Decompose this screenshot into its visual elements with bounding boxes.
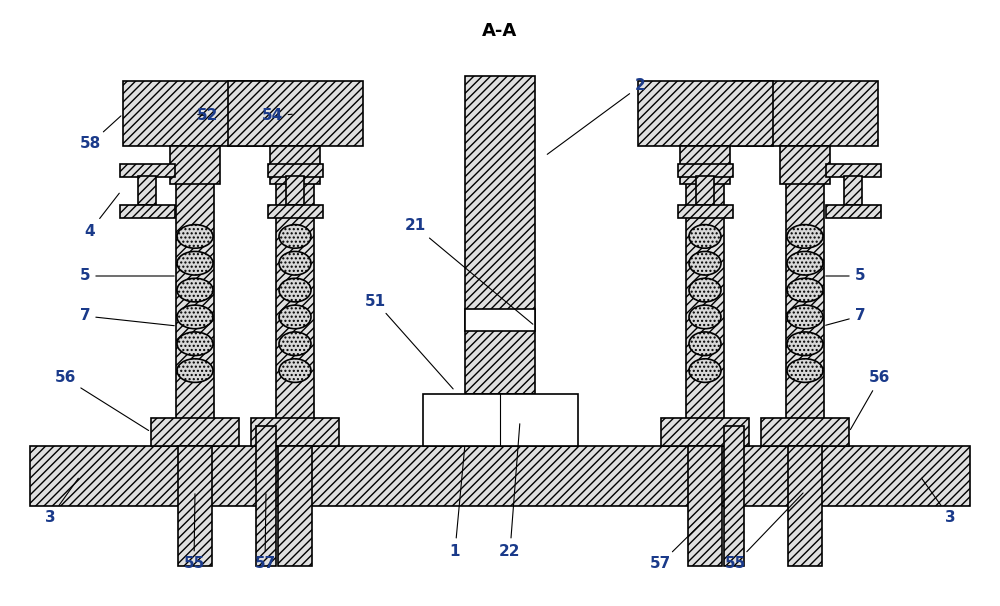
- Ellipse shape: [279, 251, 311, 275]
- Text: 5: 5: [826, 268, 865, 284]
- Bar: [251, 418, 339, 446]
- Ellipse shape: [177, 359, 213, 382]
- Bar: [786, 146, 824, 446]
- Text: 21: 21: [404, 219, 533, 324]
- Text: 51: 51: [364, 293, 453, 389]
- Text: A-A: A-A: [482, 22, 518, 40]
- Bar: [678, 164, 733, 177]
- Bar: [733, 81, 878, 146]
- Text: 3: 3: [922, 478, 955, 525]
- Ellipse shape: [689, 278, 721, 302]
- Ellipse shape: [177, 332, 213, 356]
- Text: 1: 1: [450, 447, 465, 559]
- Text: 7: 7: [80, 308, 174, 325]
- Bar: [178, 446, 212, 566]
- Bar: [286, 176, 304, 205]
- Bar: [268, 205, 323, 218]
- Ellipse shape: [279, 359, 311, 382]
- Bar: [276, 146, 314, 446]
- Ellipse shape: [177, 225, 213, 248]
- Text: 3: 3: [45, 478, 78, 525]
- Bar: [661, 418, 749, 446]
- Text: 4: 4: [85, 193, 119, 239]
- Bar: [228, 81, 363, 146]
- Bar: [123, 81, 268, 146]
- Text: 7: 7: [826, 308, 865, 325]
- Bar: [465, 309, 535, 331]
- Bar: [826, 205, 881, 218]
- Ellipse shape: [689, 225, 721, 248]
- Text: 58: 58: [79, 116, 121, 152]
- Bar: [170, 146, 220, 184]
- Text: 2: 2: [547, 79, 645, 155]
- Ellipse shape: [177, 305, 213, 328]
- Bar: [678, 205, 733, 218]
- Ellipse shape: [177, 278, 213, 302]
- Bar: [30, 446, 970, 506]
- Bar: [638, 81, 773, 146]
- Ellipse shape: [689, 251, 721, 275]
- Bar: [780, 146, 830, 184]
- Text: 54: 54: [261, 108, 292, 124]
- Bar: [423, 394, 578, 446]
- Bar: [688, 446, 722, 566]
- Bar: [120, 164, 175, 177]
- Ellipse shape: [787, 278, 823, 302]
- Bar: [788, 446, 822, 566]
- Ellipse shape: [177, 251, 213, 275]
- Text: 56: 56: [850, 370, 891, 430]
- Bar: [151, 418, 239, 446]
- Bar: [696, 176, 714, 205]
- Bar: [278, 446, 312, 566]
- Bar: [465, 76, 535, 394]
- Text: 5: 5: [80, 268, 174, 284]
- Bar: [686, 146, 724, 446]
- Ellipse shape: [279, 332, 311, 356]
- Text: 55: 55: [724, 493, 803, 571]
- Ellipse shape: [787, 225, 823, 248]
- Bar: [138, 176, 156, 205]
- Bar: [844, 176, 862, 205]
- Bar: [268, 164, 323, 177]
- Bar: [120, 205, 175, 218]
- Text: 55: 55: [183, 494, 205, 571]
- Ellipse shape: [787, 251, 823, 275]
- Text: 57: 57: [649, 493, 732, 571]
- Text: 56: 56: [54, 370, 149, 430]
- Bar: [826, 164, 881, 177]
- Ellipse shape: [787, 305, 823, 328]
- Ellipse shape: [689, 332, 721, 356]
- Bar: [680, 146, 730, 184]
- Ellipse shape: [689, 305, 721, 328]
- Bar: [270, 146, 320, 184]
- Ellipse shape: [279, 225, 311, 248]
- Text: 22: 22: [499, 424, 521, 559]
- Ellipse shape: [787, 332, 823, 356]
- Bar: [176, 146, 214, 446]
- Ellipse shape: [787, 359, 823, 382]
- Ellipse shape: [689, 359, 721, 382]
- Bar: [724, 426, 744, 566]
- Text: 52: 52: [196, 108, 218, 124]
- Ellipse shape: [279, 305, 311, 328]
- Bar: [761, 418, 849, 446]
- Text: 57: 57: [254, 494, 276, 571]
- Ellipse shape: [279, 278, 311, 302]
- Bar: [256, 426, 276, 566]
